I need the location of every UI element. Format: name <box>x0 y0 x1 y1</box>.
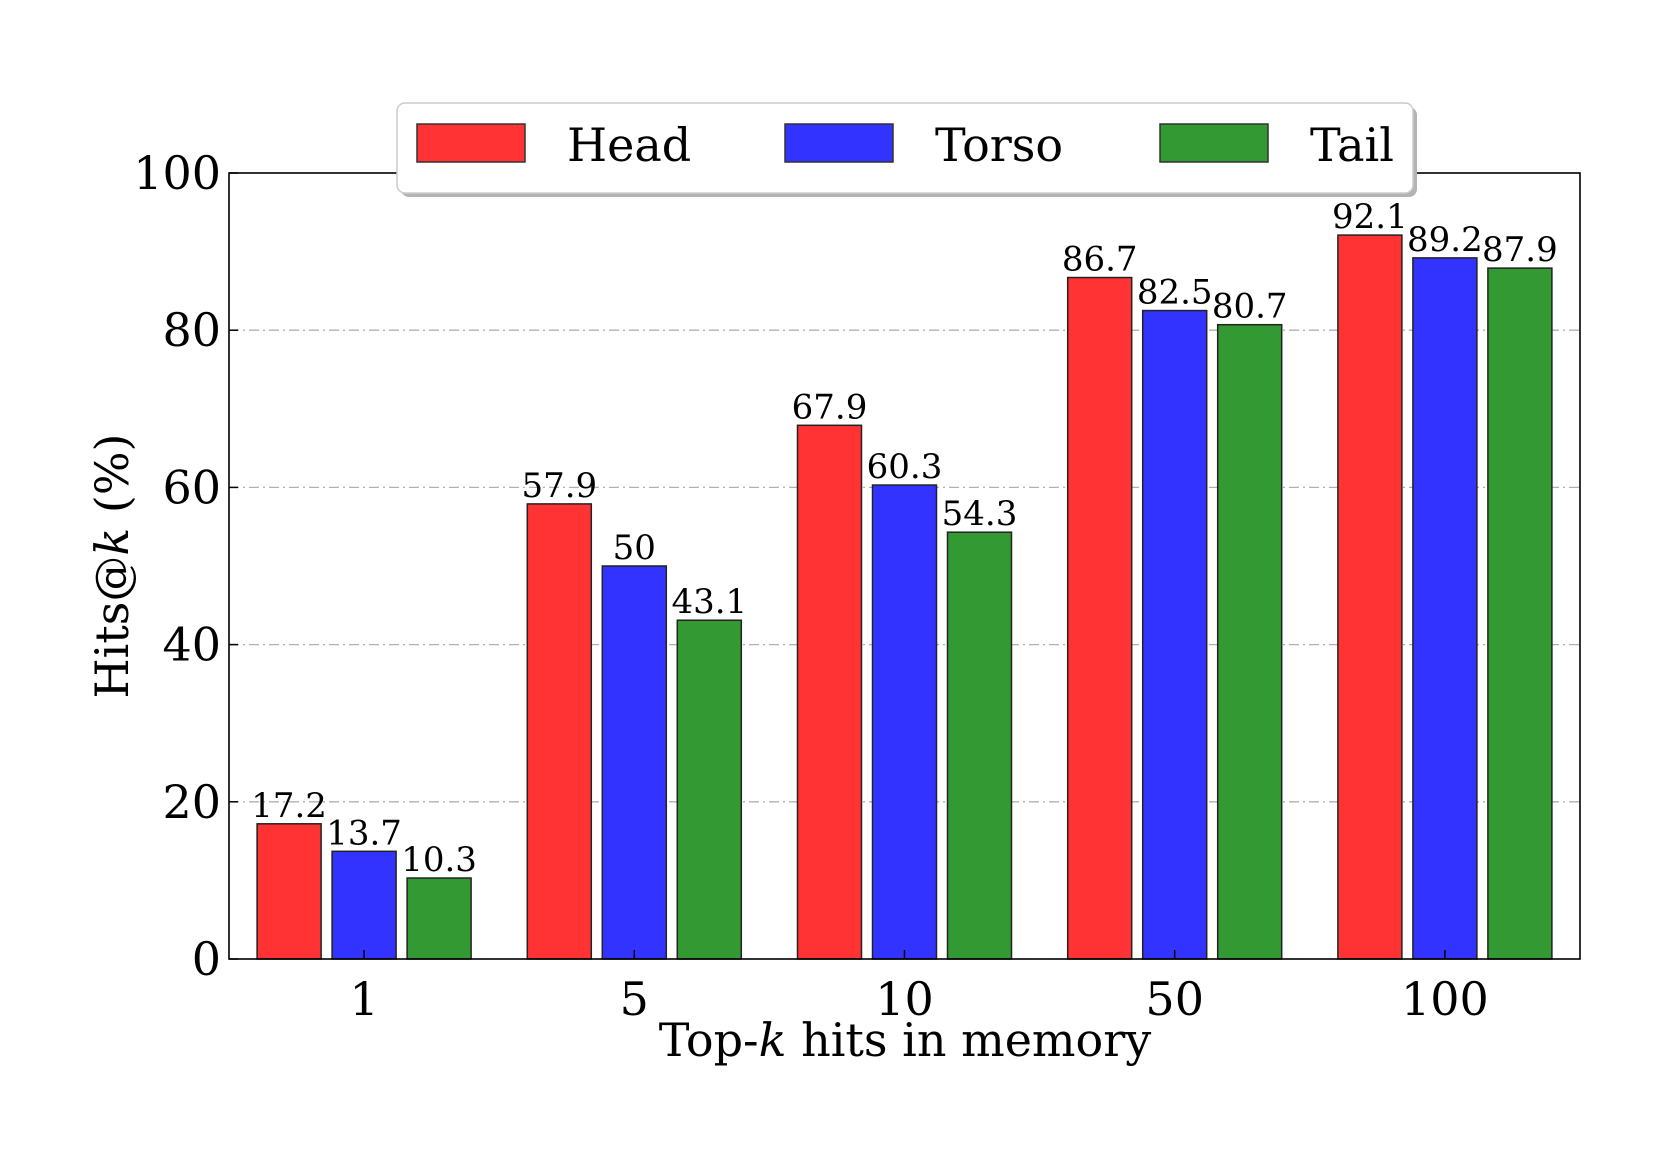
x-axis-title: Top-k hits in memory <box>659 1013 1151 1067</box>
bar-head-1 <box>256 823 322 960</box>
x-axis-title-pre: Top- <box>659 1013 759 1067</box>
data-label: 87.9 <box>1482 230 1558 270</box>
data-labels: 17.213.710.3 57.9 50 43.1 67.9 60.3 54.3 86.782… <box>251 197 1558 880</box>
legend-box <box>396 102 1414 194</box>
data-label: 92.1 <box>1332 197 1408 237</box>
bar-torso-10 <box>871 484 938 960</box>
data-label: 10.3 <box>401 840 477 880</box>
x-axis-title-post: hits in memory <box>786 1013 1151 1067</box>
x-tick-label: 10 <box>875 972 934 1026</box>
data-label: 13.7 <box>326 813 402 853</box>
bar-tail-100 <box>1487 267 1553 960</box>
data-label: 60.3 <box>867 447 943 487</box>
bar-tail-5 <box>676 619 743 960</box>
bar-torso-1 <box>331 850 397 960</box>
bars <box>256 234 1553 960</box>
data-label: 17.2 <box>251 786 327 826</box>
data-label: 89.2 <box>1407 220 1483 260</box>
bar-tail-10 <box>946 531 1013 960</box>
y-tick-label: 0 <box>192 932 221 986</box>
data-label: 43.1 <box>671 582 747 622</box>
bar-torso-100 <box>1412 257 1478 960</box>
bar-tail-50 <box>1216 323 1283 960</box>
legend-swatch-torso <box>784 123 894 163</box>
y-axis-title-var: k <box>85 528 139 556</box>
y-axis-title-pre: Hits@ <box>85 556 139 699</box>
y-axis-title: Hits@k (%) <box>85 433 139 698</box>
y-tick-label: 20 <box>162 775 221 829</box>
y-tick-label: 100 <box>133 146 221 200</box>
legend: Head Torso Tail <box>396 102 1417 197</box>
bar-torso-50 <box>1141 309 1208 960</box>
data-label: 57.9 <box>521 466 597 506</box>
data-label: 54.3 <box>942 494 1018 534</box>
y-tick-label: 80 <box>162 303 221 357</box>
legend-swatch-tail <box>1159 123 1269 163</box>
legend-label-tail: Tail <box>1310 118 1394 172</box>
x-tick-label: 50 <box>1145 972 1204 1026</box>
x-tick-label: 100 <box>1401 972 1489 1026</box>
legend-label-head: Head <box>567 118 691 172</box>
data-label: 80.7 <box>1212 287 1288 327</box>
y-tick-label: 40 <box>162 618 221 672</box>
x-tick-label: 5 <box>620 972 649 1026</box>
data-label: 67.9 <box>792 387 868 427</box>
bar-head-5 <box>526 503 593 960</box>
legend-label-torso: Torso <box>935 118 1063 172</box>
data-label: 86.7 <box>1062 240 1138 280</box>
x-axis-title-var: k <box>759 1013 787 1067</box>
bar-head-100 <box>1337 234 1403 960</box>
x-tick-label: 1 <box>349 972 378 1026</box>
y-axis-title-post: (%) <box>85 433 139 527</box>
bar-head-10 <box>796 424 863 960</box>
y-tick-label: 60 <box>162 460 221 514</box>
axis-ticks: 0 20 40 60 80 100 1 5 10 50 100 <box>133 146 1489 1026</box>
data-label: 82.5 <box>1137 273 1213 313</box>
data-label: 50 <box>613 528 656 568</box>
legend-swatch-head <box>416 123 526 163</box>
bar-head-50 <box>1066 276 1133 960</box>
bar-torso-5 <box>601 565 668 960</box>
bar-tail-1 <box>406 877 472 960</box>
